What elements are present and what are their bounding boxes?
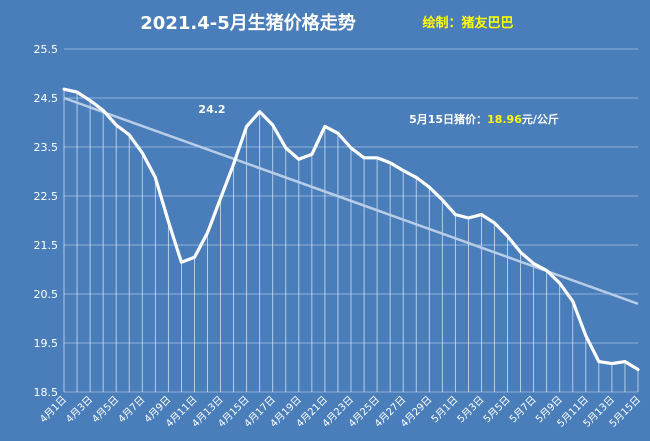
price-annotation-prefix: 5月15日猪价： — [409, 112, 487, 126]
x-axis-ticks: 4月1日4月3日4月5日4月7日4月9日4月11日4月13日4月15日4月17日… — [37, 394, 643, 430]
drop-lines — [63, 89, 639, 392]
x-tick-label: 4月7日 — [116, 394, 148, 426]
peak-annotation: 24.2 — [198, 103, 225, 116]
x-tick-label: 5月1日 — [429, 394, 461, 426]
y-tick-label: 25.5 — [34, 43, 59, 56]
y-tick-label: 23.5 — [34, 141, 59, 154]
y-tick-label: 20.5 — [34, 288, 59, 301]
chart-title: 2021.4-5月生猪价格走势 — [140, 12, 355, 34]
credit-label: 绘制：猪友巴巴 — [422, 15, 513, 31]
x-tick-label: 5月7日 — [507, 394, 539, 426]
price-annotation-value: 18.96 — [487, 113, 522, 126]
y-axis-ticks: 18.5 19.5 20.5 21.5 22.5 23.5 24.5 25.5 — [34, 43, 59, 399]
y-tick-label: 24.5 — [34, 92, 59, 105]
y-tick-label: 18.5 — [34, 386, 59, 399]
y-tick-label: 21.5 — [34, 239, 59, 252]
x-tick-label: 4月5日 — [90, 394, 122, 426]
x-tick-label: 5月3日 — [455, 394, 487, 426]
price-annotation-unit: 元/公斤 — [522, 112, 559, 126]
price-annotation: 5月15日猪价：18.96元/公斤 — [409, 112, 559, 126]
x-tick-label: 5月5日 — [481, 394, 513, 426]
y-tick-label: 19.5 — [34, 337, 59, 350]
price-line — [62, 87, 640, 372]
price-line-layer — [62, 87, 640, 372]
x-tick-label: 4月3日 — [64, 394, 96, 426]
y-tick-label: 22.5 — [34, 190, 59, 203]
